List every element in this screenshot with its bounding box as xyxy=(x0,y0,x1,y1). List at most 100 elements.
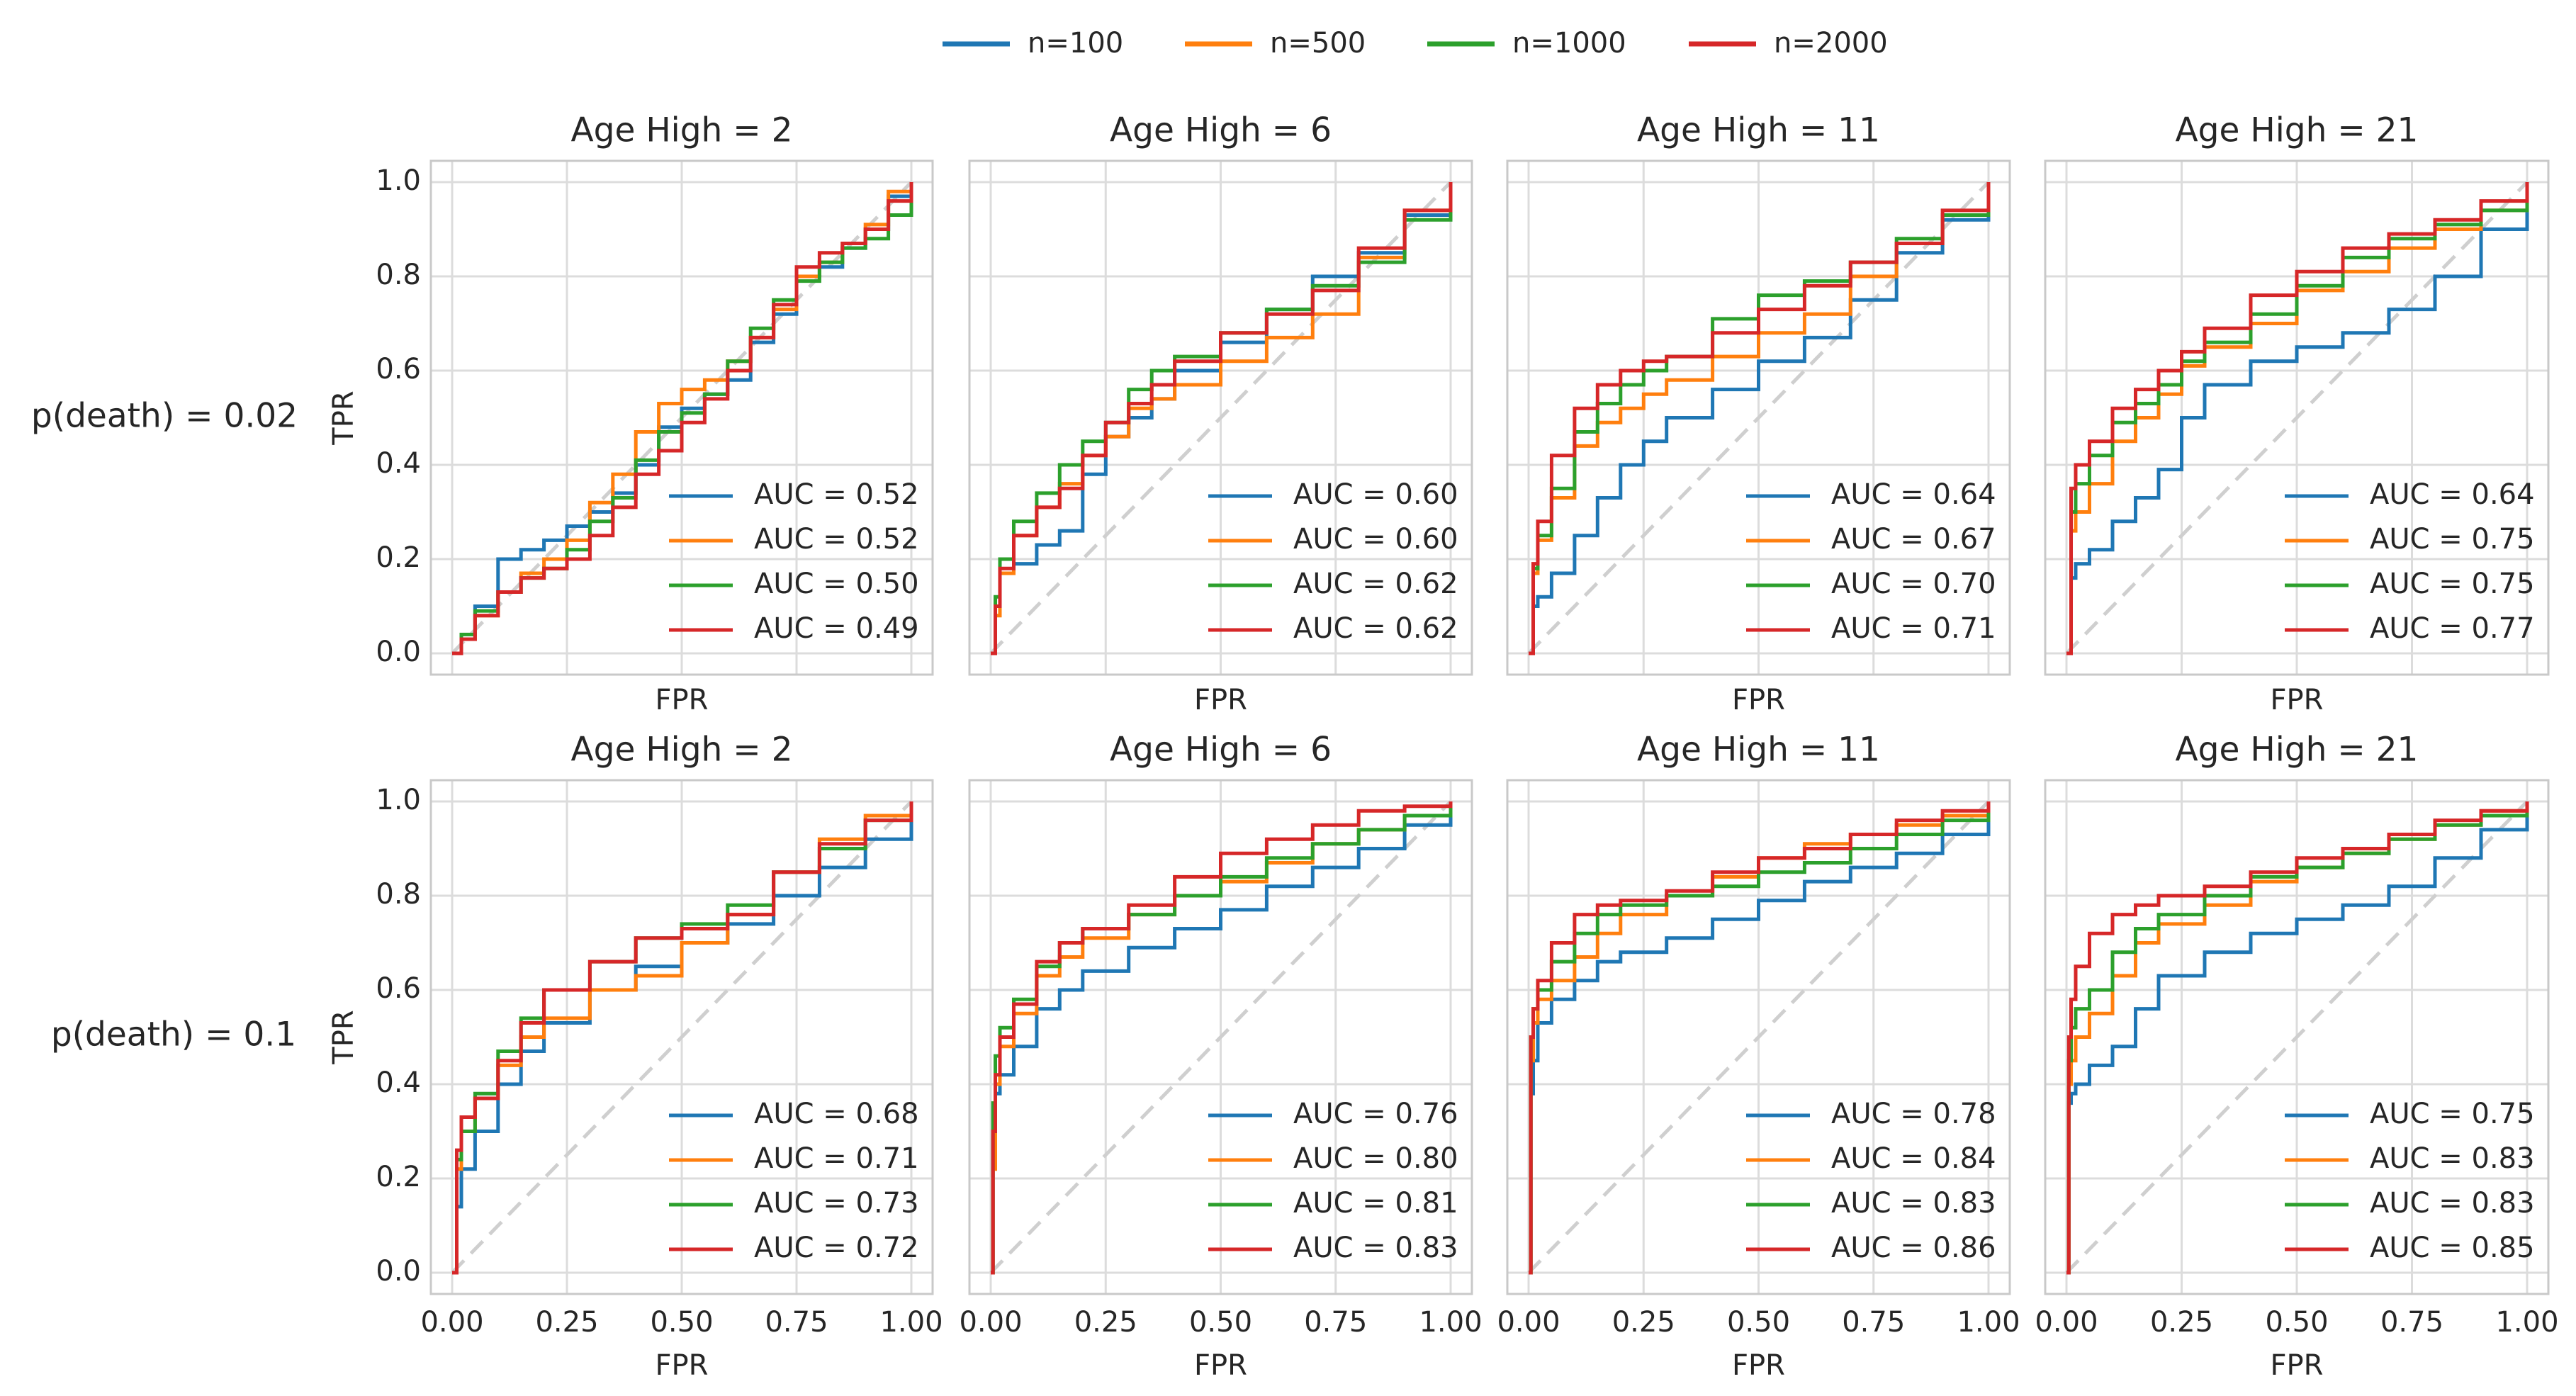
axes-frame xyxy=(1506,159,2011,676)
y-tick-label: 0.4 xyxy=(376,447,421,480)
panel-7: Age High = 11 FPR 0.00 0.25 0.50 0.75 1.00 AUC … xyxy=(1497,731,2020,1383)
roc-curve-n=2000 xyxy=(452,182,913,655)
roc-curve-n=2000 xyxy=(452,801,913,1275)
auc-legend-label-n=2000: AUC = 0.71 xyxy=(1831,612,1996,645)
roc-curve-n=1000 xyxy=(2066,801,2529,1275)
axes-frame xyxy=(2044,779,2550,1295)
chance-diagonal xyxy=(1527,800,1990,1274)
roc-curve-n=2000 xyxy=(991,182,1453,655)
auc-legend-label-n=500: AUC = 0.52 xyxy=(754,523,919,556)
roc-curve-n=100 xyxy=(991,801,1453,1275)
auc-legend: AUC = 0.78 AUC = 0.84 AUC = 0.83 AUC = 0.86 xyxy=(1746,1098,1996,1264)
auc-legend-label-n=500: AUC = 0.67 xyxy=(1831,523,1996,556)
panel-8: Age High = 21 FPR 0.00 0.25 0.50 0.75 1.00 AUC … xyxy=(2035,731,2558,1383)
axes-frame xyxy=(429,159,934,676)
panel-title: Age High = 21 xyxy=(2176,731,2419,770)
y-tick-label: 0.0 xyxy=(376,1255,421,1288)
y-axis-label: TPR xyxy=(327,1010,360,1064)
roc-curve-n=2000 xyxy=(2066,801,2529,1275)
auc-legend-label-n=500: AUC = 0.60 xyxy=(1293,523,1458,556)
roc-curve-n=2000 xyxy=(1529,801,1991,1275)
chance-diagonal xyxy=(2065,800,2529,1274)
panel-title: Age High = 11 xyxy=(1637,731,1880,770)
y-tick-label: 0.8 xyxy=(376,259,421,291)
chance-diagonal xyxy=(2065,181,2529,655)
panel-1: Age High = 2 FPR 0.0 0.2 0.4 0.6 0.8 1.0 TPR AUC … xyxy=(327,111,934,716)
x-tick-label: 0.00 xyxy=(1497,1306,1560,1339)
roc-curve-n=100 xyxy=(2066,801,2529,1275)
panel-5: Age High = 2 FPR 0.00 0.25 0.50 0.75 1.00 0.0 0.… xyxy=(327,731,943,1383)
auc-legend-label-n=1000: AUC = 0.50 xyxy=(754,568,919,600)
roc-curve-n=2000 xyxy=(1529,182,1991,655)
x-axis-label: FPR xyxy=(656,684,709,716)
x-tick-label: 0.50 xyxy=(1727,1306,1790,1339)
auc-legend-label-n=2000: AUC = 0.83 xyxy=(1293,1232,1458,1264)
row-labels: p(death) = 0.02 p(death) = 0.1 xyxy=(31,397,298,1054)
panel-title: Age High = 2 xyxy=(570,111,792,150)
y-tick-label: 0.2 xyxy=(376,541,421,574)
auc-legend-label-n=1000: AUC = 0.73 xyxy=(754,1187,919,1220)
x-tick-label: 0.75 xyxy=(2380,1306,2443,1339)
auc-legend: AUC = 0.52 AUC = 0.52 AUC = 0.50 AUC = 0.49 xyxy=(669,478,919,645)
roc-curve-n=500 xyxy=(1529,182,1991,655)
y-tick-label: 1.0 xyxy=(376,164,421,197)
panel-grid: Age High = 2 FPR 0.0 0.2 0.4 0.6 0.8 1.0 TPR AUC … xyxy=(327,111,2559,1383)
auc-legend-label-n=2000: AUC = 0.85 xyxy=(2370,1232,2535,1264)
auc-legend-label-n=1000: AUC = 0.83 xyxy=(1831,1187,1996,1220)
auc-legend: AUC = 0.68 AUC = 0.71 AUC = 0.73 AUC = 0.72 xyxy=(669,1098,919,1264)
auc-legend-label-n=100: AUC = 0.78 xyxy=(1831,1098,1996,1130)
roc-curve-n=500 xyxy=(2066,182,2529,655)
x-axis-label: FPR xyxy=(1194,684,1247,716)
auc-legend-label-n=2000: AUC = 0.62 xyxy=(1293,612,1458,645)
auc-legend-label-n=1000: AUC = 0.83 xyxy=(2370,1187,2535,1220)
panel-title: Age High = 11 xyxy=(1637,111,1880,150)
x-tick-label: 1.00 xyxy=(879,1306,943,1339)
auc-legend-label-n=2000: AUC = 0.72 xyxy=(754,1232,919,1264)
chance-diagonal xyxy=(451,800,913,1274)
auc-legend: AUC = 0.60 AUC = 0.60 AUC = 0.62 AUC = 0.62 xyxy=(1208,478,1458,645)
x-tick-label: 0.50 xyxy=(1189,1306,1252,1339)
x-tick-label: 0.00 xyxy=(420,1306,483,1339)
legend-label-n=1000: n=1000 xyxy=(1512,27,1626,60)
roc-curve-n=100 xyxy=(1529,182,1991,655)
roc-curve-n=1000 xyxy=(2066,182,2529,655)
x-tick-label: 0.00 xyxy=(959,1306,1022,1339)
x-tick-label: 0.25 xyxy=(535,1306,598,1339)
y-tick-label: 0.4 xyxy=(376,1066,421,1099)
auc-legend-label-n=100: AUC = 0.60 xyxy=(1293,478,1458,511)
x-axis-label: FPR xyxy=(656,1349,709,1382)
roc-curve-n=100 xyxy=(2066,182,2529,655)
auc-legend: AUC = 0.76 AUC = 0.80 AUC = 0.81 AUC = 0.83 xyxy=(1208,1098,1458,1264)
y-axis-label: TPR xyxy=(327,390,360,445)
axes-frame xyxy=(968,159,1473,676)
row-label-pdeath-0.02: p(death) = 0.02 xyxy=(31,397,298,436)
auc-legend-label-n=500: AUC = 0.71 xyxy=(754,1142,919,1175)
legend-label-n=2000: n=2000 xyxy=(1774,27,1888,60)
x-tick-label: 0.25 xyxy=(1074,1306,1137,1339)
x-tick-label: 0.25 xyxy=(2150,1306,2213,1339)
x-axis-label: FPR xyxy=(1732,684,1785,716)
auc-legend-label-n=1000: AUC = 0.70 xyxy=(1831,568,1996,600)
auc-legend-label-n=100: AUC = 0.68 xyxy=(754,1098,919,1130)
x-axis-label: FPR xyxy=(2271,1349,2324,1382)
x-tick-label: 1.00 xyxy=(2495,1306,2558,1339)
x-tick-label: 0.75 xyxy=(1842,1306,1905,1339)
panel-title: Age High = 2 xyxy=(570,731,792,770)
auc-legend-label-n=500: AUC = 0.83 xyxy=(2370,1142,2535,1175)
axes-frame xyxy=(1506,779,2011,1295)
auc-legend-label-n=1000: AUC = 0.75 xyxy=(2370,568,2535,600)
roc-curve-n=2000 xyxy=(2066,182,2529,655)
y-tick-label: 0.2 xyxy=(376,1161,421,1193)
panel-6: Age High = 6 FPR 0.00 0.25 0.50 0.75 1.00 AUC =… xyxy=(959,731,1482,1383)
x-tick-label: 0.50 xyxy=(650,1306,713,1339)
axes-frame xyxy=(2044,159,2550,676)
auc-legend-label-n=1000: AUC = 0.81 xyxy=(1293,1187,1458,1220)
axes-frame xyxy=(968,779,1473,1295)
figure-legend: n=100 n=500 n=1000 n=2000 xyxy=(943,27,1888,60)
chance-diagonal xyxy=(989,800,1452,1274)
x-tick-label: 0.75 xyxy=(1304,1306,1367,1339)
roc-curve-n=2000 xyxy=(991,801,1453,1275)
